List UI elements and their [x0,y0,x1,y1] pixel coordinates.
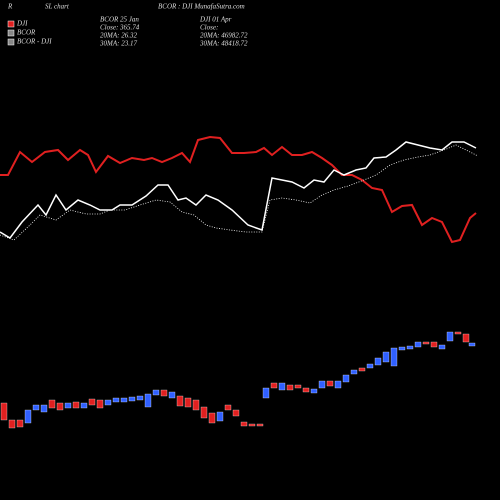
candle [350,369,358,375]
candle [184,397,192,408]
info-text: BCOR 25 Jan [100,16,139,24]
candle [80,402,88,409]
info-text: 20MA: 26.32 [100,32,137,40]
header-left: R [7,3,13,11]
candle [104,399,112,406]
candle [72,401,80,409]
candle [270,382,278,389]
candle [88,398,96,406]
candle [224,404,232,411]
candle [176,395,184,407]
candle [128,396,136,402]
candle [262,387,270,399]
candle [326,380,334,387]
candle [16,419,24,428]
candle [64,402,72,409]
candle [366,363,374,369]
series-line [0,135,477,244]
candle [318,380,326,389]
candle [302,387,310,393]
candle [430,341,438,348]
header-chart: SL chart [45,3,70,11]
candle [468,342,476,347]
candle [112,397,120,403]
candle [310,388,318,394]
candle [40,404,48,413]
candle [200,406,208,419]
candle [240,421,248,427]
candle [168,391,176,399]
candle [208,412,216,424]
candle [192,399,200,411]
candle [136,395,144,401]
candle [96,399,104,409]
legend-label: DJI [16,20,28,28]
candle [414,341,422,348]
info-text: 30MA: 23.17 [99,40,137,48]
candle [278,382,286,391]
candle [438,344,446,350]
candle [358,367,366,372]
legend-swatch [7,29,15,37]
candle [390,347,398,367]
candle [248,423,256,427]
candle [120,397,128,403]
info-text: 20MA: 46982.72 [200,32,248,40]
candle [398,346,406,351]
candle [374,357,382,366]
candle [286,384,294,391]
candle [422,341,430,345]
legend-label: BCOR - DJI [17,38,52,46]
series-line [0,144,479,241]
candle [24,409,32,424]
candle [160,389,168,397]
candle [382,351,390,363]
candle [446,331,454,342]
candle [256,423,264,427]
candle [462,333,470,343]
candle [454,331,462,335]
info-text: Close: 365.74 [100,24,140,32]
legend-swatch [7,38,15,46]
candle [144,393,152,408]
legend-swatch [7,20,15,28]
candle [0,402,8,421]
candle [334,380,342,389]
candle [48,399,56,409]
legend-label: BCOR [17,29,36,37]
chart-title: BCOR : DJI MunafaSutra.com [158,3,245,11]
series-line [0,141,477,239]
candle [56,402,64,411]
info-text: Close: [200,24,218,32]
candle [32,404,40,411]
candle [152,389,160,396]
candle [294,384,302,389]
candle [406,345,414,350]
candle [216,411,224,422]
info-text: 30MA: 48418.72 [199,40,248,48]
info-text: DJI 01 Apr [199,16,232,24]
candle [232,409,240,417]
candle [8,419,16,429]
candle [342,374,350,383]
